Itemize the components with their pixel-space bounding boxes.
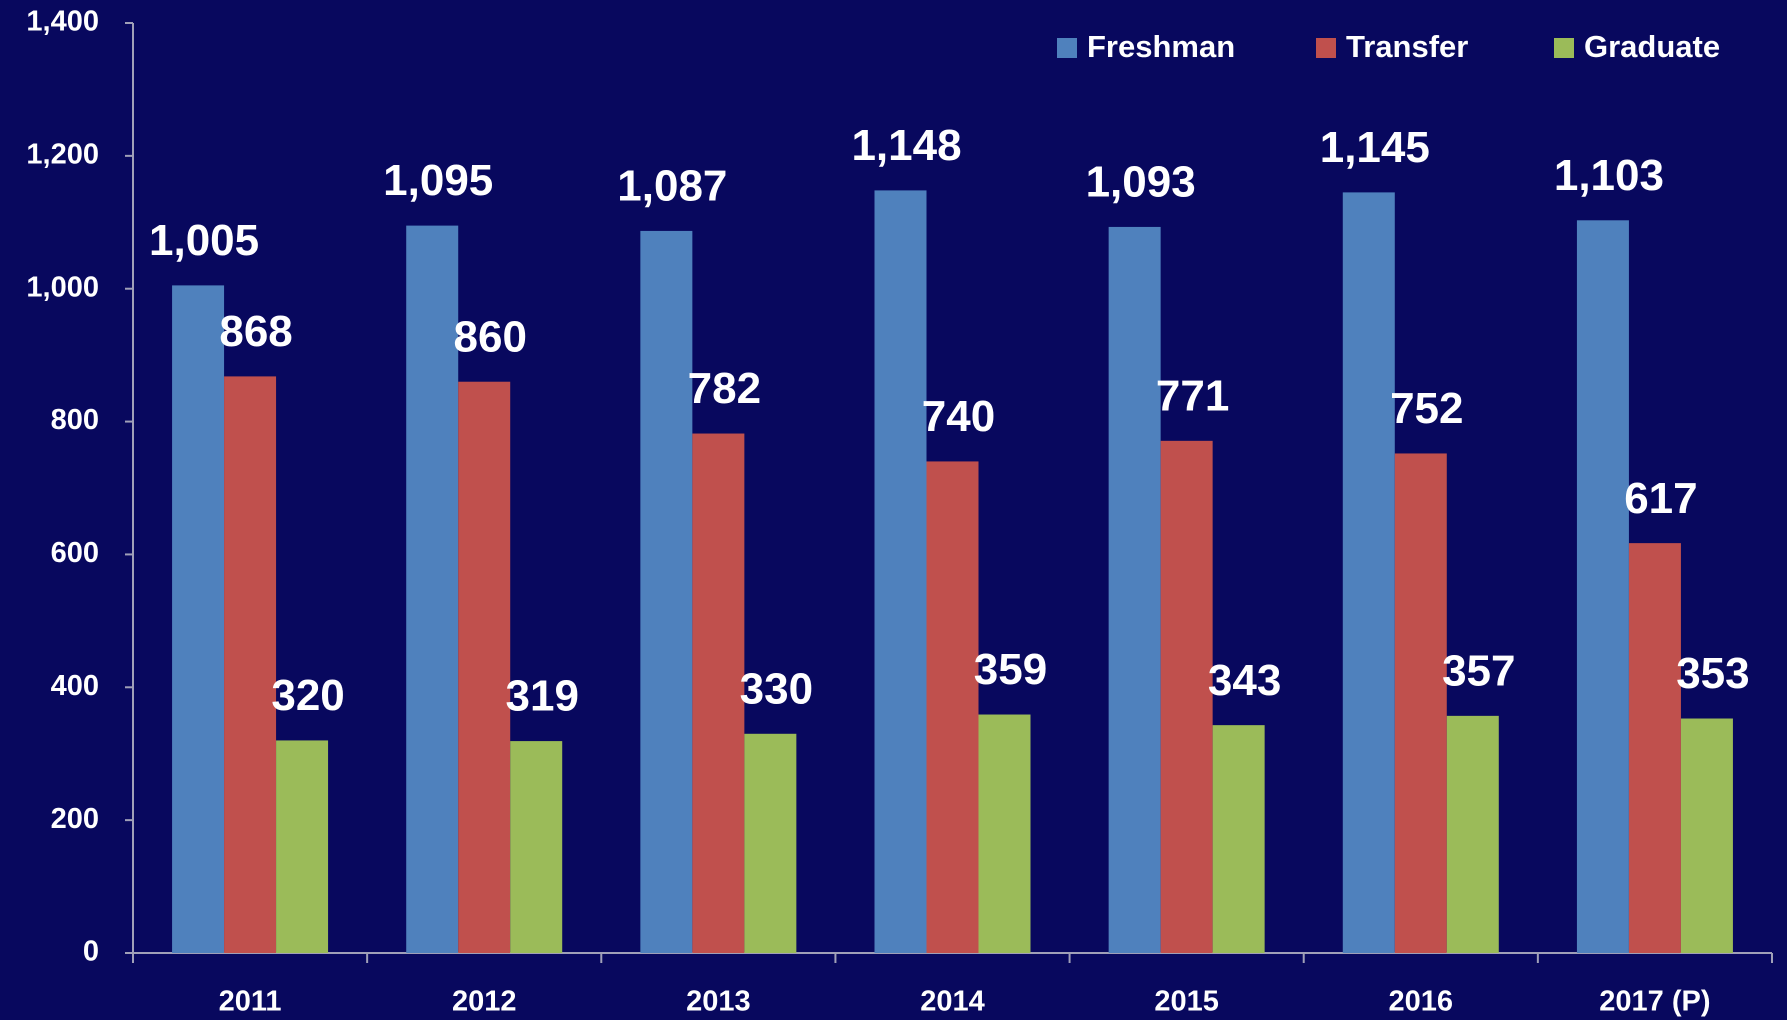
bar (1342, 192, 1395, 954)
data-label: 320 (271, 671, 344, 720)
y-tick-label: 400 (51, 670, 99, 702)
legend-swatch (1316, 38, 1336, 58)
data-label: 860 (454, 312, 527, 361)
bar (1212, 725, 1265, 953)
y-tick-label: 200 (51, 803, 99, 835)
bar (874, 190, 927, 953)
data-label: 1,103 (1554, 151, 1664, 200)
bar (1628, 543, 1681, 953)
data-label: 617 (1624, 474, 1697, 523)
y-tick-label: 1,400 (26, 6, 99, 38)
bar (1160, 440, 1213, 954)
data-label: 1,093 (1086, 158, 1196, 207)
data-label: 357 (1442, 646, 1515, 695)
legend-swatch (1057, 38, 1077, 58)
data-label: 868 (219, 307, 292, 356)
bar (1394, 453, 1447, 953)
y-tick-label: 1,000 (26, 271, 99, 303)
data-label: 1,095 (383, 156, 493, 205)
x-tick-label: 2013 (686, 986, 751, 1018)
data-label: 319 (506, 672, 579, 721)
legend-label: Transfer (1346, 29, 1468, 64)
data-label: 1,145 (1320, 123, 1430, 172)
bar (1576, 220, 1629, 954)
x-tick-label: 2015 (1154, 986, 1219, 1018)
data-label: 1,148 (851, 121, 961, 170)
data-label: 740 (922, 392, 995, 441)
y-tick-label: 1,200 (26, 139, 99, 171)
legend-label: Freshman (1087, 29, 1235, 64)
bar (640, 230, 693, 953)
data-label: 353 (1676, 649, 1749, 698)
bar (276, 740, 329, 953)
bar (224, 376, 277, 953)
x-tick-label: 2016 (1389, 986, 1454, 1018)
bar (744, 733, 797, 953)
data-label: 782 (688, 364, 761, 413)
x-tick-label: 2017 (P) (1599, 986, 1710, 1018)
legend-swatch (1554, 38, 1574, 58)
bar (1446, 715, 1499, 953)
bar (406, 225, 459, 953)
bar (1680, 718, 1733, 953)
x-tick-label: 2012 (452, 986, 517, 1018)
bar (172, 285, 225, 954)
y-tick-label: 0 (83, 936, 99, 968)
bar (978, 714, 1031, 953)
data-label: 1,005 (149, 216, 259, 265)
bar (510, 741, 563, 953)
data-label: 359 (974, 645, 1047, 694)
data-label: 771 (1156, 371, 1229, 420)
bar (1108, 226, 1161, 953)
data-label: 343 (1208, 656, 1281, 705)
data-label: 752 (1390, 384, 1463, 433)
legend-label: Graduate (1584, 29, 1720, 64)
y-tick-label: 600 (51, 537, 99, 569)
y-tick-label: 800 (51, 404, 99, 436)
data-label: 1,087 (617, 162, 727, 211)
x-tick-label: 2014 (920, 986, 985, 1018)
bar (692, 433, 745, 953)
bar (926, 461, 979, 953)
x-tick-label: 2011 (219, 986, 282, 1018)
bar (458, 381, 511, 953)
data-label: 330 (740, 664, 813, 713)
